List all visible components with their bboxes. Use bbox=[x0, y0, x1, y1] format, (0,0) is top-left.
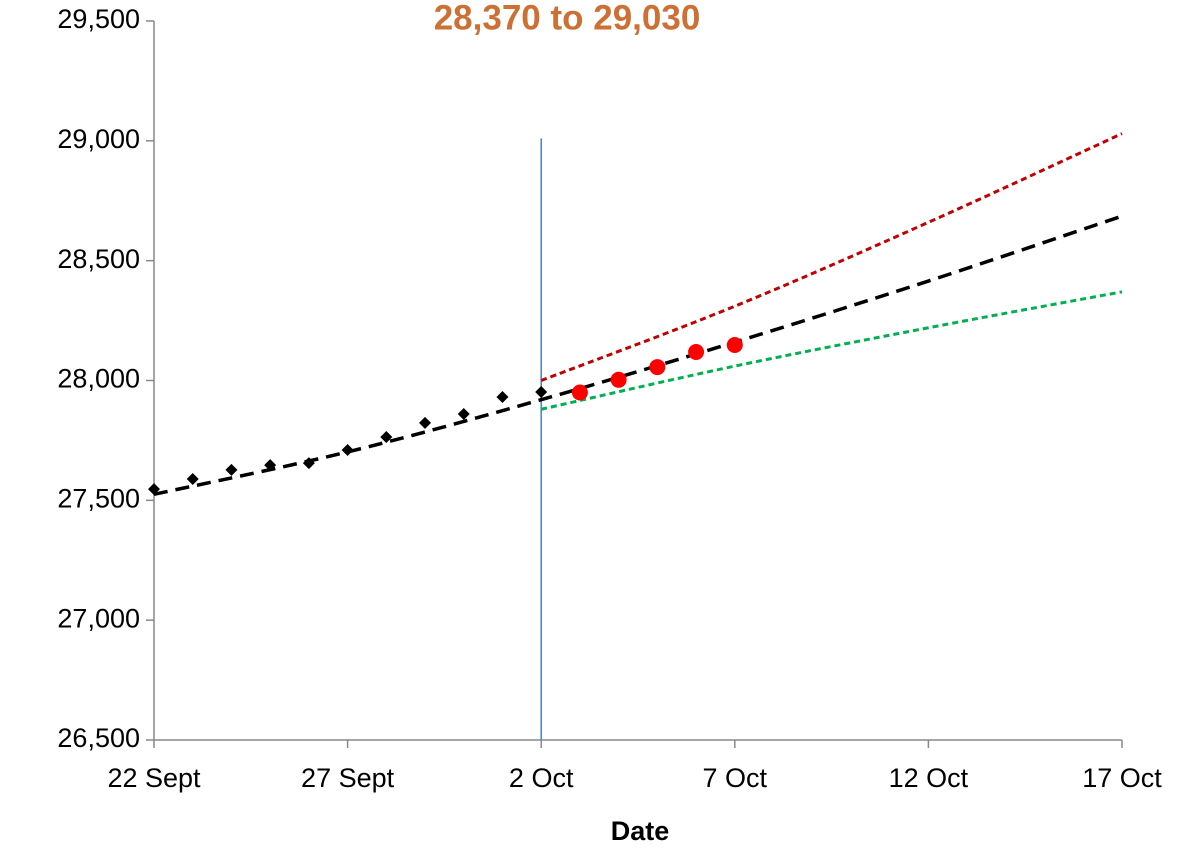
x-tick-label: 12 Oct bbox=[889, 763, 969, 793]
chart-title: 28,370 to 29,030 bbox=[434, 0, 701, 37]
actual-point bbox=[649, 359, 666, 376]
observed-point bbox=[419, 416, 432, 429]
y-tick-label: 28,500 bbox=[57, 244, 140, 274]
actual-point bbox=[571, 384, 588, 401]
x-tick-label: 7 Oct bbox=[703, 763, 768, 793]
x-tick-label: 27 Sept bbox=[301, 763, 395, 793]
x-tick-label: 2 Oct bbox=[509, 763, 574, 793]
observed-point bbox=[148, 483, 160, 496]
x-tick-label: 22 Sept bbox=[107, 763, 201, 793]
upper-line bbox=[540, 132, 1123, 382]
observed-point bbox=[225, 463, 238, 476]
actual-point bbox=[726, 337, 743, 354]
observed-point bbox=[341, 444, 354, 457]
observed-point bbox=[302, 457, 315, 470]
actual-point bbox=[610, 371, 627, 388]
y-tick-label: 28,000 bbox=[57, 364, 140, 394]
y-tick-label: 27,000 bbox=[57, 603, 140, 633]
y-tick-label: 29,500 bbox=[57, 4, 140, 34]
lower-line bbox=[540, 290, 1123, 411]
y-tick-label: 29,000 bbox=[57, 124, 140, 154]
x-tick-label: 17 Oct bbox=[1082, 763, 1162, 793]
observed-point bbox=[496, 391, 509, 404]
observed-point bbox=[264, 459, 277, 472]
y-tick-label: 27,500 bbox=[57, 483, 140, 513]
actual-point bbox=[688, 343, 705, 360]
x-axis-label: Date bbox=[611, 816, 670, 846]
trend-line bbox=[153, 214, 1123, 497]
observed-point bbox=[535, 386, 548, 399]
observed-point bbox=[186, 473, 199, 486]
observed-point bbox=[457, 408, 470, 421]
observed-point bbox=[380, 431, 393, 444]
y-tick-label: 26,500 bbox=[57, 723, 140, 753]
